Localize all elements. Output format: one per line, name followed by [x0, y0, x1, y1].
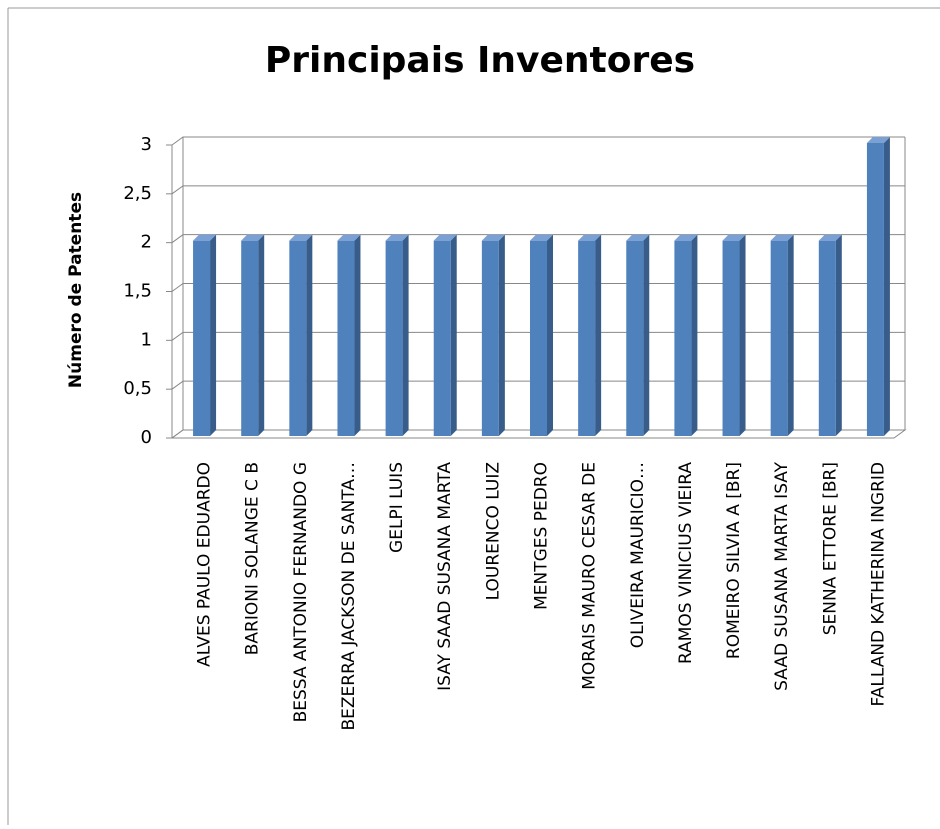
bar-top — [530, 234, 553, 241]
y-tick-label: 1,5 — [123, 281, 152, 302]
bar — [289, 234, 313, 436]
bar-front — [193, 240, 211, 436]
bar-front — [818, 240, 836, 436]
bar-top — [289, 234, 313, 241]
x-tick-label: MENTGES PEDRO — [532, 462, 552, 610]
bar-top — [674, 234, 698, 241]
bar — [866, 137, 890, 436]
x-tick-label: RAMOS VINICIUS VIEIRA — [676, 462, 696, 664]
bar — [241, 234, 265, 436]
bar-front — [241, 240, 259, 436]
bar-top — [818, 234, 842, 241]
bar-side — [306, 234, 313, 436]
bar-side — [547, 234, 553, 436]
x-tick-label: FALLAND KATHERINA INGRID — [868, 462, 888, 706]
bar — [385, 234, 409, 436]
bar-side — [787, 234, 794, 436]
bar — [193, 234, 217, 436]
bar-side — [883, 137, 890, 436]
bar-front — [530, 240, 547, 436]
grid-line — [171, 429, 905, 439]
y-tick-label: 3 — [141, 134, 152, 155]
grid-line — [171, 234, 905, 244]
bar-front — [770, 240, 788, 436]
bar-top — [578, 234, 602, 241]
bar-side — [498, 234, 505, 436]
bar-front — [289, 240, 307, 436]
y-tick-label: 0,5 — [123, 378, 152, 399]
bar — [433, 234, 457, 436]
x-tick-label: ALVES PAULO EDUARDO — [195, 462, 215, 667]
x-tick-label: BEZERRA JACKSON DE SANTA… — [339, 462, 359, 731]
grid-line — [171, 283, 905, 292]
bar-front — [433, 240, 451, 436]
bar-top — [337, 234, 361, 241]
bar-top — [433, 234, 457, 241]
bar-front — [578, 240, 596, 436]
bar-top — [193, 234, 217, 241]
bar-side — [643, 234, 650, 436]
bar-side — [354, 234, 361, 436]
bar — [722, 234, 746, 436]
bar-front — [722, 240, 740, 436]
bar-top — [626, 234, 650, 241]
bar-front — [626, 240, 644, 436]
x-tick-label: SAAD SUSANA MARTA ISAY — [772, 461, 792, 690]
x-tick-label: OLIVEIRA MAURICIO… — [628, 462, 648, 648]
bar-side — [450, 234, 457, 436]
bar — [770, 234, 794, 436]
y-tick-label: 2,5 — [123, 183, 152, 204]
bar-top — [770, 234, 794, 241]
bar-top — [481, 234, 505, 241]
grid-line — [171, 331, 905, 341]
bar-top — [866, 137, 890, 143]
bar-side — [835, 234, 842, 436]
bar — [481, 234, 505, 436]
x-tick-label: BESSA ANTONIO FERNANDO G — [291, 462, 311, 722]
x-tick-label: LOURENCO LUIZ — [483, 462, 503, 600]
x-tick-label: MORAIS MAURO CESAR DE — [580, 462, 600, 690]
y-tick-label: 0 — [141, 427, 152, 448]
bar-front — [866, 143, 884, 436]
x-tick-label: SENNA ETTORE [BR] — [820, 462, 840, 635]
grid-line — [171, 380, 905, 390]
bar-top — [241, 234, 265, 241]
x-tick-label: GELPI LUIS — [387, 462, 407, 553]
bar-top — [722, 234, 746, 241]
bar-side — [210, 234, 217, 436]
bar-side — [402, 234, 409, 436]
x-tick-label: ISAY SAAD SUSANA MARTA — [435, 462, 455, 691]
bar-side — [739, 234, 746, 436]
bar — [578, 234, 602, 436]
bar-front — [674, 240, 692, 436]
bar-front — [385, 240, 403, 436]
bar — [626, 234, 650, 436]
y-axis-title: Número de Patentes — [66, 192, 86, 388]
bar — [337, 234, 361, 436]
bar — [674, 234, 698, 436]
bar-side — [691, 234, 698, 436]
bar-side — [595, 234, 602, 436]
bar-front — [481, 240, 499, 436]
x-tick-label: ROMEIRO SILVIA A [BR] — [724, 462, 744, 659]
bar-side — [258, 234, 265, 436]
chart-title: Principais Inventores — [265, 40, 695, 81]
grid-line — [171, 185, 905, 195]
bar-top — [385, 234, 409, 241]
y-tick-label: 1 — [141, 329, 152, 350]
bar — [818, 234, 842, 436]
bar — [530, 234, 553, 436]
grid-line — [171, 136, 905, 146]
bar-front — [337, 240, 355, 436]
x-tick-label: BARIONI SOLANGE C B — [243, 462, 263, 655]
y-tick-label: 2 — [141, 232, 152, 253]
